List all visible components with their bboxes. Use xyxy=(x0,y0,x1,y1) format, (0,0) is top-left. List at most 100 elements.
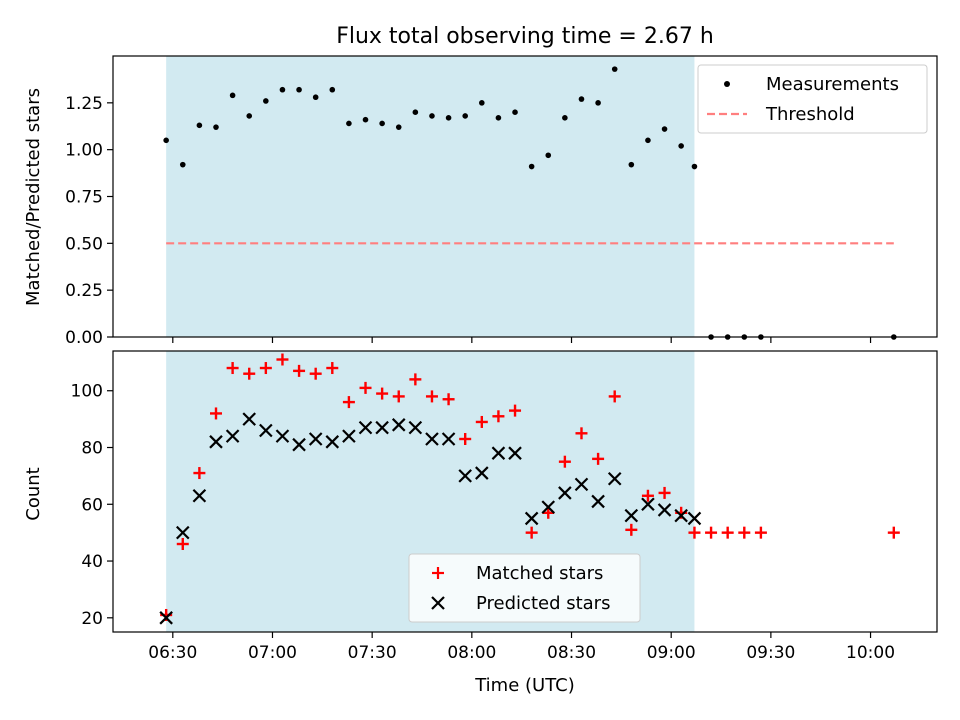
bottom-panel: 06:30 07:00 07:30 08:00 08:30 09:00 09:30 10:00… xyxy=(23,350,938,696)
predicted-star-point xyxy=(308,432,323,446)
predicted-star-point xyxy=(641,497,655,512)
matched-legend-label: Matched stars xyxy=(476,563,603,584)
predicted-star-point xyxy=(674,508,688,523)
matched-star-point xyxy=(342,396,355,409)
predicted-star-point xyxy=(159,611,173,625)
measurement-point xyxy=(595,100,601,106)
matched-star-point xyxy=(509,404,522,417)
matched-star-point xyxy=(492,410,505,423)
matched-star-point xyxy=(392,390,405,403)
matched-star-point xyxy=(176,538,189,551)
matched-star-point xyxy=(276,353,289,366)
matched-star-point xyxy=(558,455,571,468)
measurement-point xyxy=(661,126,668,132)
matched-star-point xyxy=(326,362,339,375)
top-legend: Measurements Threshold xyxy=(697,64,928,134)
predicted-star-point xyxy=(358,420,373,435)
matched-legend-marker xyxy=(432,567,444,579)
matched-star-point xyxy=(525,526,538,539)
predicted-star-point xyxy=(175,525,190,540)
top-y-tick-label: 0.75 xyxy=(65,188,103,208)
matched-star-point xyxy=(658,486,671,499)
x-tick-label: 08:30 xyxy=(547,643,596,663)
measurement-point xyxy=(263,98,269,104)
predicted-star-point xyxy=(209,435,223,449)
x-tick-label: 09:00 xyxy=(647,643,696,663)
measurements-legend-marker xyxy=(724,81,730,87)
x-axis-label: Time (UTC) xyxy=(474,675,575,696)
measurement-point xyxy=(678,143,684,149)
matched-star-point xyxy=(738,526,751,539)
matched-star-point xyxy=(425,390,438,403)
predicted-star-point xyxy=(687,511,702,526)
matched-star-point xyxy=(226,362,239,375)
predicted-star-point xyxy=(375,420,389,435)
matched-star-point xyxy=(309,367,322,380)
measurement-point xyxy=(462,113,468,119)
matched-star-point xyxy=(442,393,455,406)
measurement-point xyxy=(628,161,635,168)
top-y-tick-label: 1.25 xyxy=(65,94,103,114)
threshold-legend-label: Threshold xyxy=(765,104,855,125)
measurement-point xyxy=(578,96,585,102)
measurement-point xyxy=(645,137,651,144)
measurement-point xyxy=(395,124,402,130)
matched-star-point xyxy=(376,387,389,400)
matched-star-point xyxy=(688,526,701,539)
top-y-tick-label: 0.00 xyxy=(65,328,103,348)
predicted-star-point xyxy=(475,466,489,480)
measurement-point xyxy=(312,94,319,101)
matched-star-point xyxy=(608,390,621,403)
measurement-point xyxy=(179,161,186,168)
matched-star-point xyxy=(193,467,206,480)
measurement-point xyxy=(163,137,169,144)
measurement-point xyxy=(196,122,203,129)
measurement-point xyxy=(611,66,618,72)
predicted-star-point xyxy=(591,494,605,509)
predicted-star-point xyxy=(275,429,290,443)
matched-star-point xyxy=(259,362,272,375)
measurement-point xyxy=(528,163,535,170)
x-tick-label: 10:00 xyxy=(846,643,895,663)
x-tick-label: 07:30 xyxy=(348,643,397,663)
matched-star-point xyxy=(210,407,222,420)
x-tick-label: 07:00 xyxy=(248,643,297,663)
predicted-star-point xyxy=(541,500,556,514)
measurement-point xyxy=(296,86,302,93)
matched-star-point xyxy=(754,526,767,539)
top-y-axis-label: Matched/Predicted stars xyxy=(23,88,44,306)
predicted-star-point xyxy=(325,435,340,449)
top-y-tick-label: 0.50 xyxy=(65,234,103,254)
measurement-point xyxy=(346,120,352,127)
predicted-star-point xyxy=(259,423,273,438)
predicted-star-point xyxy=(491,446,506,460)
predicted-star-point xyxy=(225,429,240,443)
matched-star-point xyxy=(721,526,734,539)
predicted-star-point xyxy=(607,471,622,486)
matched-star-point xyxy=(359,381,372,394)
bottom-y-axis-label: Count xyxy=(23,467,44,520)
measurement-point xyxy=(691,163,698,170)
x-tick-label: 09:30 xyxy=(746,643,795,663)
predicted-star-point xyxy=(391,418,406,432)
measurement-point xyxy=(412,109,419,115)
bot-y-tick-label: 100 xyxy=(71,382,103,402)
matched-star-point xyxy=(887,526,900,539)
measurement-point xyxy=(445,115,452,121)
top-observing-span xyxy=(166,56,695,337)
top-legend-frame xyxy=(697,64,928,134)
predicted-legend-label: Predicted stars xyxy=(476,593,610,614)
predicted-star-point xyxy=(458,469,472,483)
predicted-star-point xyxy=(192,488,207,503)
matched-star-point xyxy=(409,373,422,386)
predicted-star-point xyxy=(524,511,539,526)
predicted-star-point xyxy=(441,432,456,446)
matched-star-point xyxy=(625,523,638,536)
measurement-point xyxy=(279,86,286,93)
matched-star-point xyxy=(475,415,488,428)
predicted-star-point xyxy=(425,432,439,446)
bottom-legend: Matched stars Predicted stars xyxy=(408,553,641,623)
measurement-point xyxy=(246,113,253,119)
predicted-star-point xyxy=(292,437,306,452)
